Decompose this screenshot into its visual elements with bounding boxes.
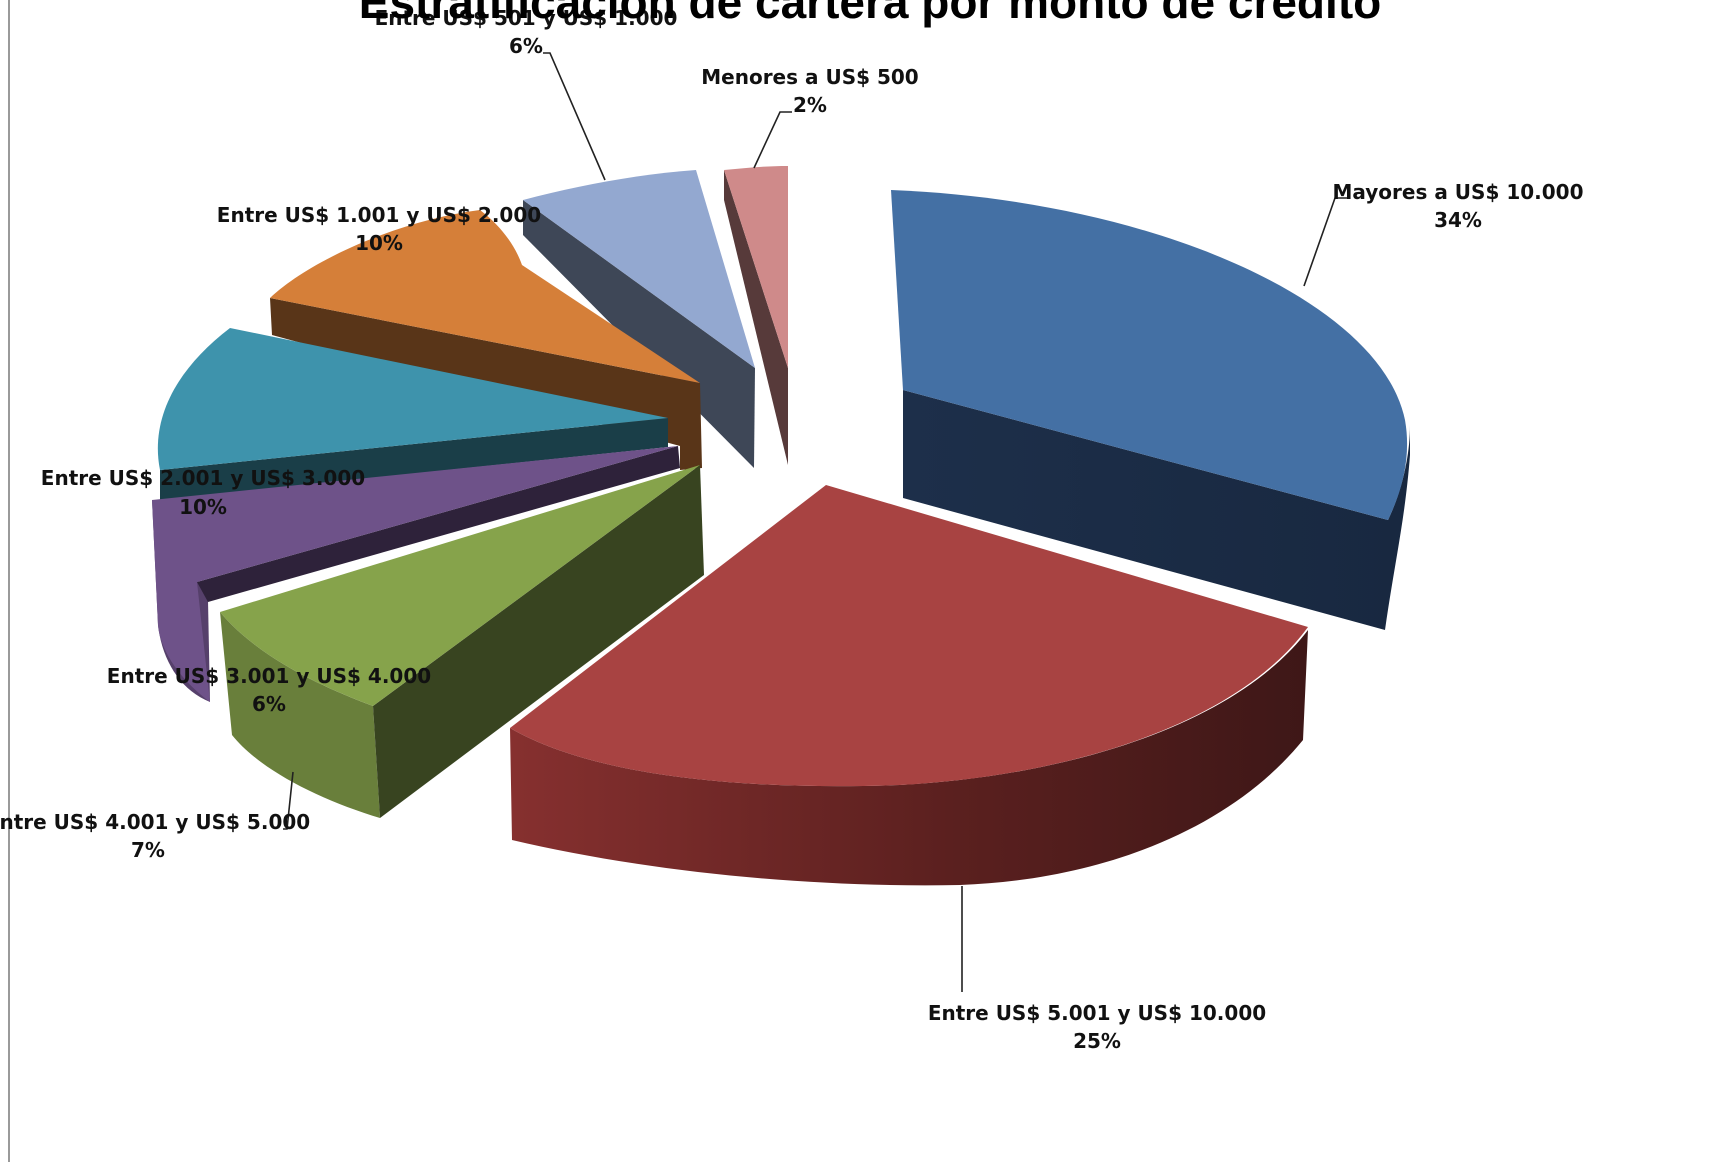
chart-frame: [8, 0, 1718, 1162]
slice-1-label: Mayores a US$ 10.000: [1332, 180, 1583, 204]
slice-5-value-label: 10%: [179, 495, 227, 519]
slice-7-leader-line: [543, 52, 606, 181]
slice-8-top: [724, 166, 788, 368]
slice-2-side: [510, 630, 1308, 886]
slice-1: [891, 190, 1410, 630]
slice-3-value-label: 7%: [131, 838, 165, 862]
slice-3-top: [220, 465, 700, 706]
slice-8-value-label: 2%: [793, 93, 827, 117]
slice-1-top: [891, 190, 1408, 520]
slice-1-side: [903, 390, 1410, 630]
slice-4: [152, 446, 680, 702]
slice-2-label: Entre US$ 5.001 y US$ 10.000: [928, 1001, 1266, 1025]
slice-4-label: Entre US$ 3.001 y US$ 4.000: [107, 664, 431, 688]
slice-4-top: [152, 446, 678, 702]
slice-1-leader-line: [1303, 197, 1348, 287]
slice-3-leader-line: [283, 771, 294, 830]
chart-title: Estratificación de cartera por monto de …: [359, 0, 1381, 28]
slice-4-side: [197, 446, 680, 602]
slice-7-label: Entre US$ 501 y US$ 1.000: [375, 6, 678, 30]
slice-7-top: [523, 170, 755, 368]
slice-5: [157, 328, 668, 500]
slice-2-top: [510, 485, 1308, 787]
slice-2-value-label: 25%: [1073, 1029, 1121, 1053]
slice-1-value-label: 34%: [1434, 208, 1482, 232]
slice-6-top: [270, 210, 700, 383]
slice-5-label: Entre US$ 2.001 y US$ 3.000: [41, 466, 365, 490]
slice-3-label: Entre US$ 4.001 y US$ 5.000: [0, 810, 310, 834]
slice-3: [220, 465, 704, 818]
slice-7-value-label: 6%: [509, 34, 543, 58]
slice-6-value-label: 10%: [355, 231, 403, 255]
slice-8-label: Menores a US$ 500: [701, 65, 918, 89]
slice-6-label: Entre US$ 1.001 y US$ 2.000: [217, 203, 541, 227]
slice-8-leader-line: [753, 111, 792, 169]
slice-8: [724, 166, 788, 465]
slice-8-side: [724, 170, 788, 465]
slice-5-top: [157, 328, 668, 470]
slice-4-value-label: 6%: [252, 692, 286, 716]
slice-5-side: [160, 418, 668, 500]
slice-3-outer-side: [220, 612, 380, 818]
slice-3-side: [373, 465, 704, 818]
slice-2: [510, 485, 1308, 886]
